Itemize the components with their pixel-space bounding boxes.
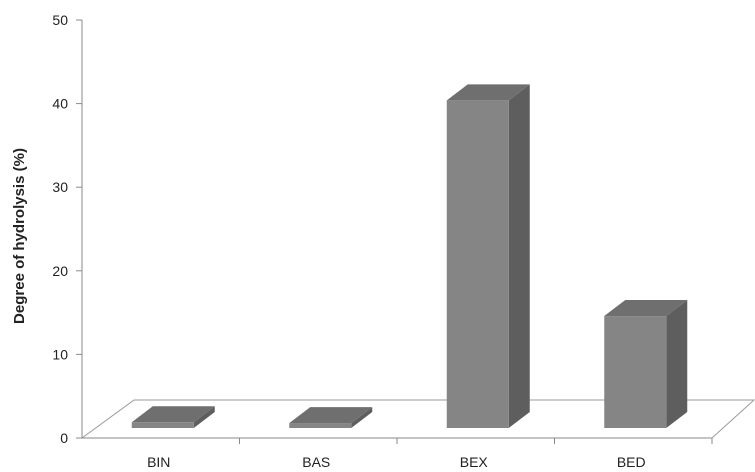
bar-front	[131, 422, 194, 428]
bar-side	[351, 407, 373, 428]
bar-bas	[289, 407, 373, 428]
bar-front	[446, 100, 509, 428]
bar-bed	[604, 300, 688, 428]
bar-side	[193, 406, 215, 428]
bars	[131, 84, 688, 428]
y-axis-title: Degree of hydrolysis (%)	[11, 148, 28, 324]
bar-side	[508, 84, 530, 428]
x-tick-label: BED	[617, 454, 646, 470]
y-tick-label: 50	[52, 12, 68, 28]
y-tick-label: 40	[52, 96, 68, 112]
x-tick-label: BIN	[147, 454, 170, 470]
floor-outline	[81, 399, 755, 439]
y-tick-label: 30	[52, 179, 68, 195]
y-tick-label: 0	[60, 430, 68, 446]
x-axis-labels: BIN BAS BEX BED	[147, 454, 646, 470]
bar-top	[446, 84, 530, 101]
bar-front	[289, 423, 352, 428]
bar-side	[666, 300, 688, 428]
bar-top	[289, 407, 373, 424]
bar-bin	[131, 406, 215, 428]
bar-front	[604, 316, 667, 428]
x-tick-label: BEX	[460, 454, 489, 470]
y-tick-label: 10	[52, 346, 68, 362]
bar-top	[604, 300, 688, 317]
bar-top	[131, 406, 215, 423]
x-tick-label: BAS	[302, 454, 330, 470]
bar-bex	[446, 84, 530, 428]
chart-floor	[81, 399, 755, 439]
y-tick-label: 20	[52, 263, 68, 279]
y-axis: 0 10 20 30 40 50	[52, 12, 713, 446]
